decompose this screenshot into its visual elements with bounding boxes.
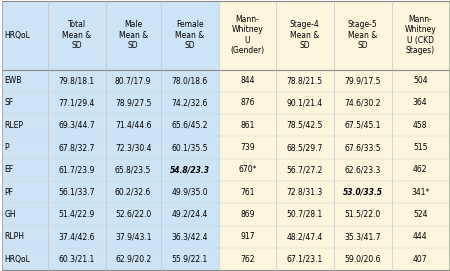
Text: 78.5/42.5: 78.5/42.5 [287, 121, 323, 130]
Text: 74.2/32.6: 74.2/32.6 [171, 98, 208, 107]
Text: HRQoL: HRQoL [4, 254, 31, 263]
Text: 861: 861 [240, 121, 254, 130]
Text: 52.6/22.0: 52.6/22.0 [115, 210, 151, 219]
Text: 62.6/23.3: 62.6/23.3 [345, 165, 381, 174]
Text: 49.2/24.4: 49.2/24.4 [171, 210, 208, 219]
Text: 79.8/18.1: 79.8/18.1 [58, 76, 94, 85]
Text: RLPH: RLPH [4, 232, 24, 241]
Text: 60.3/21.1: 60.3/21.1 [58, 254, 94, 263]
Text: 35.3/41.7: 35.3/41.7 [345, 232, 381, 241]
Text: 78.0/18.6: 78.0/18.6 [172, 76, 208, 85]
Text: 51.5/22.0: 51.5/22.0 [345, 210, 381, 219]
Text: 869: 869 [240, 210, 255, 219]
Text: 739: 739 [240, 143, 255, 152]
Text: 762: 762 [240, 254, 255, 263]
Text: 50.7/28.1: 50.7/28.1 [287, 210, 323, 219]
Text: 77.1/29.4: 77.1/29.4 [58, 98, 95, 107]
Text: 59.0/20.6: 59.0/20.6 [345, 254, 381, 263]
Text: Mann-
Whitney
U
(Gender): Mann- Whitney U (Gender) [230, 15, 264, 55]
Text: 53.0/33.5: 53.0/33.5 [343, 188, 383, 197]
Text: 524: 524 [413, 210, 428, 219]
Text: PF: PF [4, 188, 13, 197]
Text: 364: 364 [413, 98, 428, 107]
Text: 74.6/30.2: 74.6/30.2 [345, 98, 381, 107]
Text: 55.9/22.1: 55.9/22.1 [172, 254, 208, 263]
Text: 458: 458 [413, 121, 428, 130]
Text: 407: 407 [413, 254, 428, 263]
Text: 65.6/45.2: 65.6/45.2 [171, 121, 208, 130]
Text: 37.9/43.1: 37.9/43.1 [115, 232, 152, 241]
Text: 67.5/45.1: 67.5/45.1 [345, 121, 381, 130]
Text: 844: 844 [240, 76, 255, 85]
Text: Stage-5
Mean &
SD: Stage-5 Mean & SD [348, 20, 378, 50]
Text: HRQoL: HRQoL [4, 31, 31, 40]
Text: 37.4/42.6: 37.4/42.6 [58, 232, 95, 241]
Text: 341*: 341* [411, 188, 429, 197]
Text: EF: EF [4, 165, 13, 174]
Text: 60.1/35.5: 60.1/35.5 [171, 143, 208, 152]
Text: 78.8/21.5: 78.8/21.5 [287, 76, 323, 85]
Text: 67.6/33.5: 67.6/33.5 [344, 143, 381, 152]
Text: 72.8/31.3: 72.8/31.3 [287, 188, 323, 197]
Text: 761: 761 [240, 188, 255, 197]
Text: 68.5/29.7: 68.5/29.7 [287, 143, 323, 152]
Text: 670*: 670* [238, 165, 256, 174]
Text: 79.9/17.5: 79.9/17.5 [345, 76, 381, 85]
Text: 72.3/30.4: 72.3/30.4 [115, 143, 152, 152]
Text: 49.9/35.0: 49.9/35.0 [171, 188, 208, 197]
Text: RLEP: RLEP [4, 121, 23, 130]
Text: 444: 444 [413, 232, 428, 241]
Text: 504: 504 [413, 76, 428, 85]
Text: 515: 515 [413, 143, 428, 152]
Text: 56.1/33.7: 56.1/33.7 [58, 188, 95, 197]
Text: 48.2/47.4: 48.2/47.4 [287, 232, 323, 241]
Text: Male
Mean &
SD: Male Mean & SD [118, 20, 148, 50]
Text: 36.3/42.4: 36.3/42.4 [171, 232, 208, 241]
Text: Stage-4
Mean &
SD: Stage-4 Mean & SD [290, 20, 320, 50]
Text: 876: 876 [240, 98, 255, 107]
Text: 54.8/23.3: 54.8/23.3 [170, 165, 210, 174]
Text: 69.3/44.7: 69.3/44.7 [58, 121, 95, 130]
Text: 62.9/20.2: 62.9/20.2 [115, 254, 151, 263]
Text: Total
Mean &
SD: Total Mean & SD [62, 20, 91, 50]
Text: Mann-
Whitney
U (CKD
Stages): Mann- Whitney U (CKD Stages) [404, 15, 436, 55]
Text: 67.8/32.7: 67.8/32.7 [58, 143, 95, 152]
Text: GH: GH [4, 210, 16, 219]
Text: EWB: EWB [4, 76, 22, 85]
Text: 51.4/22.9: 51.4/22.9 [58, 210, 94, 219]
Text: 78.9/27.5: 78.9/27.5 [115, 98, 151, 107]
Text: 61.7/23.9: 61.7/23.9 [58, 165, 95, 174]
Text: 56.7/27.2: 56.7/27.2 [287, 165, 323, 174]
Text: 65.8/23.5: 65.8/23.5 [115, 165, 151, 174]
Text: 71.4/44.6: 71.4/44.6 [115, 121, 152, 130]
Text: P: P [4, 143, 9, 152]
Text: SF: SF [4, 98, 13, 107]
Text: 67.1/23.1: 67.1/23.1 [287, 254, 323, 263]
Text: 462: 462 [413, 165, 428, 174]
Text: Female
Mean &
SD: Female Mean & SD [175, 20, 204, 50]
Text: 60.2/32.6: 60.2/32.6 [115, 188, 151, 197]
Text: 80.7/17.9: 80.7/17.9 [115, 76, 151, 85]
Text: 90.1/21.4: 90.1/21.4 [287, 98, 323, 107]
Text: 917: 917 [240, 232, 255, 241]
